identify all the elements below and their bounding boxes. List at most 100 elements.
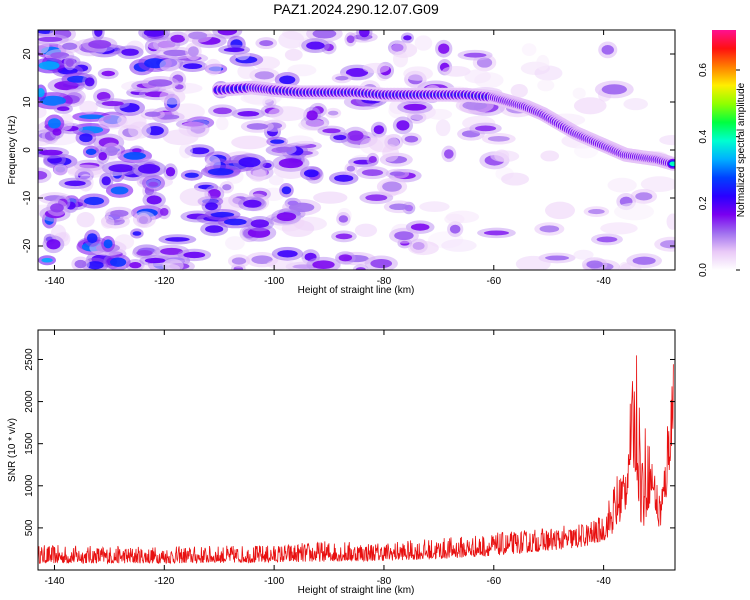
spectrogram-cell	[303, 169, 319, 178]
spectrogram-cell	[101, 70, 116, 77]
spectrogram-cell	[573, 249, 594, 260]
spectrogram-cell	[207, 168, 234, 176]
spectrogram-cell	[101, 176, 111, 186]
spectrogram-cell	[361, 169, 384, 177]
spectrogram-cell	[109, 257, 127, 267]
spectrogram-cell	[394, 231, 414, 241]
spectrogram-cell	[370, 258, 393, 269]
spectrogram-cell	[86, 261, 104, 270]
spectrogram-cell	[98, 151, 108, 161]
spectrogram-cell	[210, 211, 235, 218]
spectrogram-cell	[101, 100, 124, 107]
spectrogram-cell	[368, 155, 377, 163]
spectrogram-cell	[38, 88, 45, 98]
spectrogram-cell	[306, 110, 318, 121]
colorbar: 0.0 0.2 0.4 0.6 Normalized spectral amplitu…	[698, 30, 747, 277]
spectrogram-cell	[204, 58, 222, 76]
spectrogram-cell	[521, 43, 537, 56]
spectrogram-cell	[279, 75, 296, 85]
spectrogram-cell	[251, 255, 273, 264]
y-tick-label: 1500	[24, 432, 35, 455]
spectrogram-cell	[284, 48, 303, 61]
snr-panel: -140 -120 -100 -80 -60 -40 500 1000 1500 2000 250…	[7, 329, 676, 596]
colorbar-tick-label: 0.0	[698, 263, 709, 277]
spectrogram-cell	[623, 97, 648, 111]
spectrogram-cell	[268, 106, 308, 122]
spectrogram-cell	[438, 43, 450, 54]
spectrogram-cell	[39, 149, 63, 156]
x-tick-label: -60	[487, 276, 502, 287]
spectrogram-cell	[110, 209, 129, 217]
spectrogram-cell	[288, 202, 315, 213]
y-tick-label: 20	[22, 48, 33, 60]
spectrogram-cell	[659, 135, 675, 146]
spectrogram-cell	[335, 75, 349, 81]
spectrogram-cell	[46, 239, 61, 250]
spectrogram-cell	[335, 233, 353, 240]
spectrogram-cell	[41, 257, 53, 263]
spectrogram-cell	[354, 223, 378, 237]
spectrogram-cell	[178, 121, 210, 137]
spectrogram-cell	[389, 171, 406, 177]
spectrogram-cell	[403, 35, 412, 41]
spectrogram-cell	[48, 118, 61, 129]
spectrogram-cell	[148, 181, 159, 187]
spectrogram-cell	[463, 52, 487, 58]
snr-x-ticks: -140 -120 -100 -80 -60 -40	[44, 330, 611, 587]
spectrogram-cell	[148, 79, 173, 87]
spectrogram-cell	[278, 158, 303, 169]
spectrogram-cell	[56, 106, 70, 112]
x-tick-label: -100	[264, 576, 284, 587]
spectrogram-cell	[346, 35, 355, 44]
spectrogram-cell	[159, 114, 180, 120]
spectrogram-cell	[426, 108, 453, 120]
spectrogram-cell	[205, 225, 224, 233]
spectrogram-cell	[487, 135, 510, 142]
spectrogram-cell	[449, 224, 461, 234]
spectrogram-cell	[129, 262, 142, 269]
spectrogram-cell	[515, 255, 551, 270]
spectrogram-cell	[365, 194, 388, 202]
spectrogram-cell	[215, 116, 229, 131]
y-tick-label: 0	[22, 147, 33, 153]
spectrogram-cell	[216, 196, 245, 213]
spectrogram-x-label: Height of straight line (km)	[298, 285, 415, 296]
spectrogram-cell	[165, 166, 176, 177]
spectrogram-cell	[601, 84, 627, 95]
x-tick-label: -120	[154, 276, 174, 287]
ridge-core	[669, 161, 675, 167]
spectrogram-cell	[540, 150, 560, 162]
spectrogram-cell	[83, 196, 105, 206]
spectrogram-cell	[573, 97, 607, 115]
spectrogram-cell	[355, 267, 366, 270]
spectrogram-cell	[163, 49, 189, 57]
spectrogram-cell	[275, 146, 293, 153]
spectrogram-cell	[123, 152, 146, 160]
spectrogram-cell	[183, 251, 206, 259]
spectrogram-cell	[285, 135, 314, 146]
spectrogram-panel: -140 -120 -100 -80 -60 -40 20 10 0 -10 -20 Height…	[7, 29, 676, 296]
spectrogram-cell	[635, 192, 653, 201]
spectrogram-cell	[278, 31, 305, 49]
spectrogram-cell	[179, 143, 193, 159]
colorbar-tick-label: 0.2	[698, 196, 709, 210]
spectrogram-cell	[435, 119, 451, 137]
spectrogram-cell	[396, 120, 410, 131]
x-tick-label: -120	[154, 576, 174, 587]
spectrogram-cell	[86, 233, 98, 244]
colorbar-tick-label: 0.4	[698, 129, 709, 143]
spectrogram-cell	[76, 211, 95, 228]
spectrogram-cell	[313, 191, 348, 204]
spectrogram-cell	[38, 170, 48, 180]
spectrogram-cell	[640, 176, 675, 192]
spectrogram-cell	[403, 66, 434, 81]
spectrogram-cell	[237, 63, 256, 80]
spectrogram-cell	[404, 135, 419, 143]
spectrogram-cell	[170, 34, 186, 43]
spectrogram-cell	[231, 135, 269, 150]
spectrogram-cell	[334, 174, 354, 182]
spectrogram-cell	[281, 186, 292, 195]
spectrogram-cell	[146, 195, 162, 205]
spectrogram-cell	[103, 239, 113, 249]
